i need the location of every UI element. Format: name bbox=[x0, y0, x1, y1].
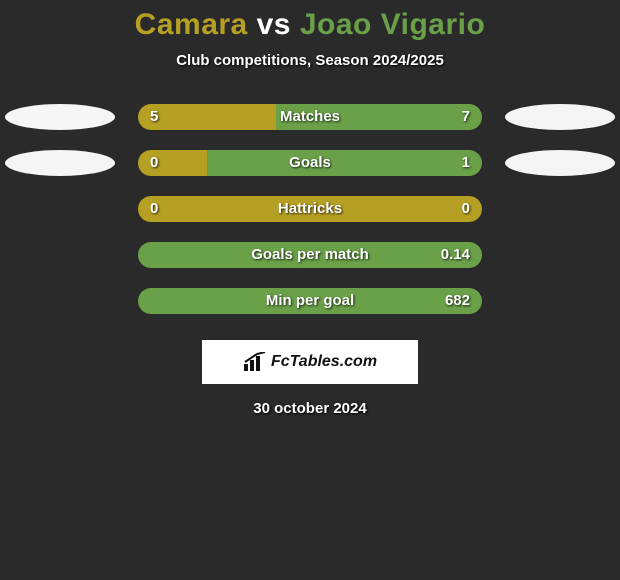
infographic-container: Camara vs Joao Vigario Club competitions… bbox=[0, 0, 620, 417]
player2-name: Joao Vigario bbox=[300, 8, 486, 41]
bar-track bbox=[138, 150, 482, 176]
bar-right bbox=[138, 242, 482, 268]
stat-value-right: 0.14 bbox=[441, 242, 470, 268]
bar-track bbox=[138, 288, 482, 314]
watermark: FcTables.com bbox=[202, 340, 418, 384]
stat-value-left: 0 bbox=[150, 150, 158, 176]
stat-value-right: 7 bbox=[462, 104, 470, 130]
bar-track bbox=[138, 196, 482, 222]
date-text: 30 october 2024 bbox=[0, 400, 620, 417]
stat-value-right: 0 bbox=[462, 196, 470, 222]
stat-value-left: 5 bbox=[150, 104, 158, 130]
player1-avatar bbox=[5, 150, 115, 176]
bar-track bbox=[138, 104, 482, 130]
stat-row: 682Min per goal bbox=[0, 288, 620, 334]
bar-left bbox=[138, 196, 482, 222]
stat-value-left: 0 bbox=[150, 196, 158, 222]
bar-left bbox=[138, 104, 276, 130]
subtitle: Club competitions, Season 2024/2025 bbox=[0, 52, 620, 69]
stat-row: 00Hattricks bbox=[0, 196, 620, 242]
stat-value-right: 1 bbox=[462, 150, 470, 176]
stat-row: 01Goals bbox=[0, 150, 620, 196]
watermark-text: FcTables.com bbox=[271, 353, 377, 371]
player2-avatar bbox=[505, 104, 615, 130]
bar-right bbox=[207, 150, 482, 176]
player2-avatar bbox=[505, 150, 615, 176]
bar-right bbox=[276, 104, 482, 130]
stats-rows: 57Matches01Goals00Hattricks0.14Goals per… bbox=[0, 104, 620, 334]
bar-left bbox=[138, 150, 207, 176]
stat-value-right: 682 bbox=[445, 288, 470, 314]
stat-row: 57Matches bbox=[0, 104, 620, 150]
bar-right bbox=[138, 288, 482, 314]
vs-text: vs bbox=[257, 8, 291, 41]
player1-avatar bbox=[5, 104, 115, 130]
bar-track bbox=[138, 242, 482, 268]
comparison-title: Camara vs Joao Vigario bbox=[0, 8, 620, 42]
stat-row: 0.14Goals per match bbox=[0, 242, 620, 288]
chart-icon bbox=[243, 352, 267, 372]
player1-name: Camara bbox=[135, 8, 248, 41]
